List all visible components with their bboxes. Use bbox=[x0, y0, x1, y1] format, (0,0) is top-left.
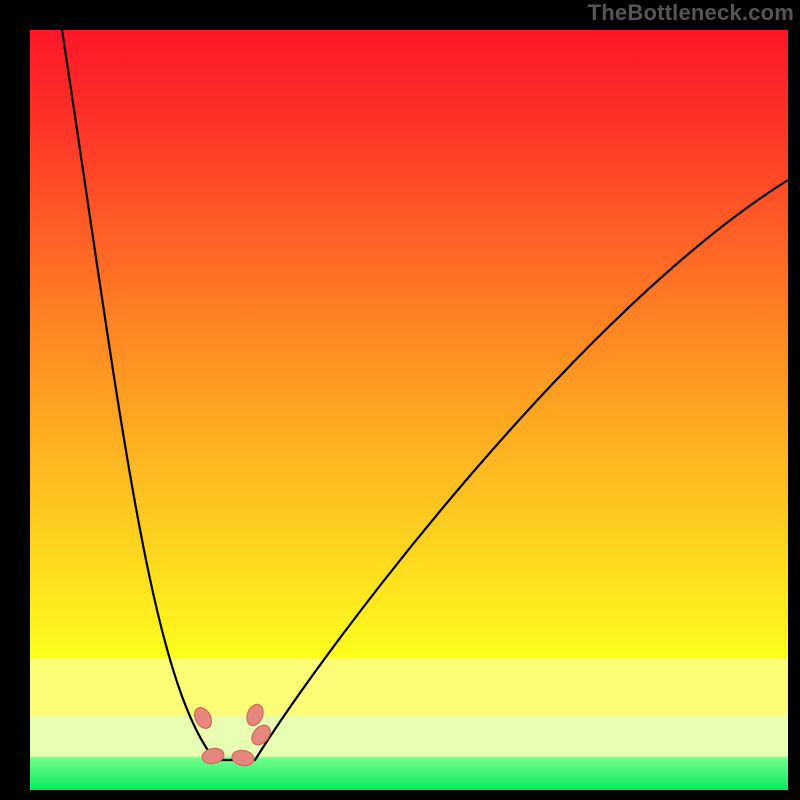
watermark-text: TheBottleneck.com bbox=[588, 0, 794, 26]
plot-area bbox=[30, 30, 788, 790]
chart-container: TheBottleneck.com bbox=[0, 0, 800, 800]
